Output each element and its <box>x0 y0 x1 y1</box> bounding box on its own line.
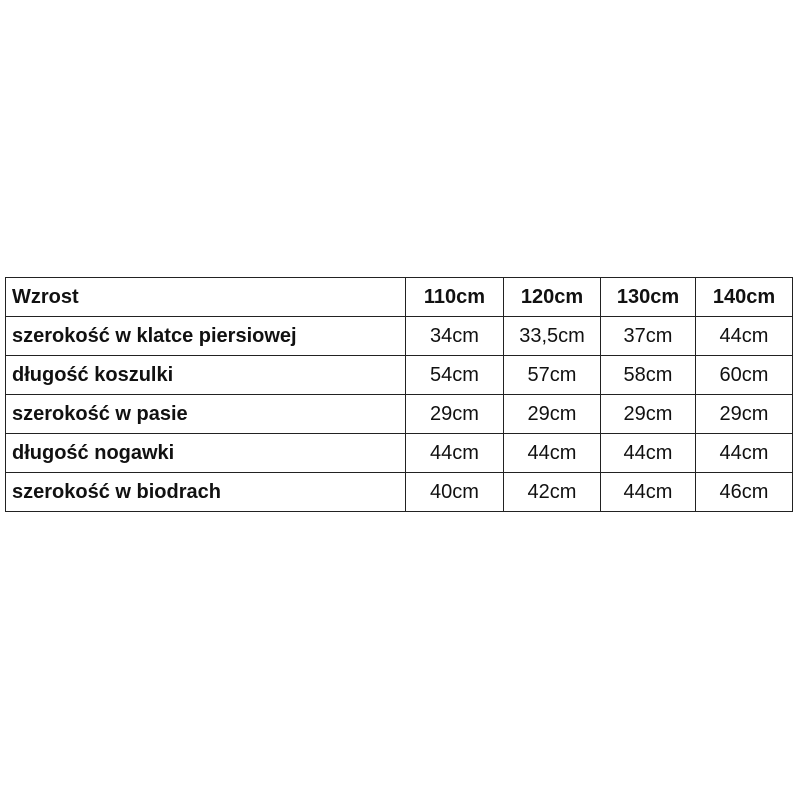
table-row: długość nogawki 44cm 44cm 44cm 44cm <box>5 433 793 473</box>
cell: 40cm <box>405 472 504 512</box>
cell: 29cm <box>503 394 601 434</box>
cell: 29cm <box>405 394 504 434</box>
column-header: 130cm <box>600 277 696 317</box>
cell: 42cm <box>503 472 601 512</box>
row-label: szerokość w klatce piersiowej <box>5 316 406 356</box>
size-table: Wzrost 110cm 120cm 130cm 140cm szerokość w kl… <box>5 277 793 512</box>
cell: 58cm <box>600 355 696 395</box>
cell: 37cm <box>600 316 696 356</box>
cell: 44cm <box>695 316 793 356</box>
cell: 29cm <box>600 394 696 434</box>
cell: 46cm <box>695 472 793 512</box>
cell: 44cm <box>695 433 793 473</box>
table-body: Wzrost 110cm 120cm 130cm 140cm szerokość w kl… <box>5 277 793 512</box>
cell: 29cm <box>695 394 793 434</box>
table-row: szerokość w klatce piersiowej 34cm 33,5cm 3… <box>5 316 793 356</box>
row-label: długość koszulki <box>5 355 406 395</box>
column-header: 120cm <box>503 277 601 317</box>
row-label: długość nogawki <box>5 433 406 473</box>
cell: 44cm <box>503 433 601 473</box>
header-row: Wzrost 110cm 120cm 130cm 140cm <box>5 277 793 317</box>
cell: 57cm <box>503 355 601 395</box>
column-header: 110cm <box>405 277 504 317</box>
table-row: szerokość w biodrach 40cm 42cm 44cm 46cm <box>5 472 793 512</box>
table-row: długość koszulki 54cm 57cm 58cm 60cm <box>5 355 793 395</box>
row-label: szerokość w pasie <box>5 394 406 434</box>
row-label: Wzrost <box>5 277 406 317</box>
cell: 34cm <box>405 316 504 356</box>
row-label: szerokość w biodrach <box>5 472 406 512</box>
cell: 33,5cm <box>503 316 601 356</box>
cell: 44cm <box>600 433 696 473</box>
cell: 60cm <box>695 355 793 395</box>
cell: 44cm <box>405 433 504 473</box>
table-row: szerokość w pasie 29cm 29cm 29cm 29cm <box>5 394 793 434</box>
cell: 44cm <box>600 472 696 512</box>
cell: 54cm <box>405 355 504 395</box>
column-header: 140cm <box>695 277 793 317</box>
